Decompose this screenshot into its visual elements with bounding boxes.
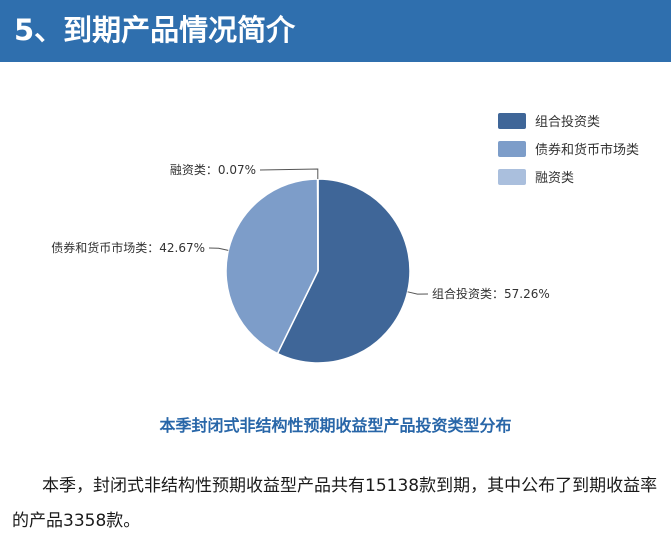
legend-label: 债券和货币市场类 (535, 142, 639, 158)
pie-slice (225, 178, 319, 355)
legend-label: 组合投资类 (535, 114, 600, 130)
legend-swatch (498, 169, 526, 185)
slice-leader-lines (208, 168, 429, 295)
leader-line (259, 168, 319, 179)
section-title: 5、到期产品情况简介 (14, 13, 296, 47)
slice-label: 组合投资类：57.26% (432, 286, 550, 301)
slice-label: 债券和货币市场类：42.67% (51, 240, 205, 255)
slice-labels: 组合投资类：57.26% 债券和货币市场类：42.67% 融资类：0.07% (51, 163, 550, 301)
chart-caption: 本季封闭式非结构性预期收益型产品投资类型分布 (159, 416, 512, 435)
summary-paragraph: 本季，封闭式非结构性预期收益型产品共有15138款到期，其中公布了到期收益率的产… (12, 469, 660, 539)
leader-line (407, 291, 429, 295)
pie-slices (225, 178, 411, 364)
section-header: 5、到期产品情况简介 (0, 0, 671, 62)
summary-text: 本季，封闭式非结构性预期收益型产品共有15138款到期，其中公布了到期收益率的产… (12, 476, 658, 531)
slice-label: 融资类：0.07% (170, 163, 256, 177)
legend-label: 融资类 (535, 171, 574, 186)
legend-swatch (498, 113, 526, 129)
leader-line (208, 247, 229, 251)
pie-chart: 组合投资类：57.26% 债券和货币市场类：42.67% 融资类：0.07% 组合投… (51, 113, 639, 364)
legend-swatch (498, 141, 526, 157)
